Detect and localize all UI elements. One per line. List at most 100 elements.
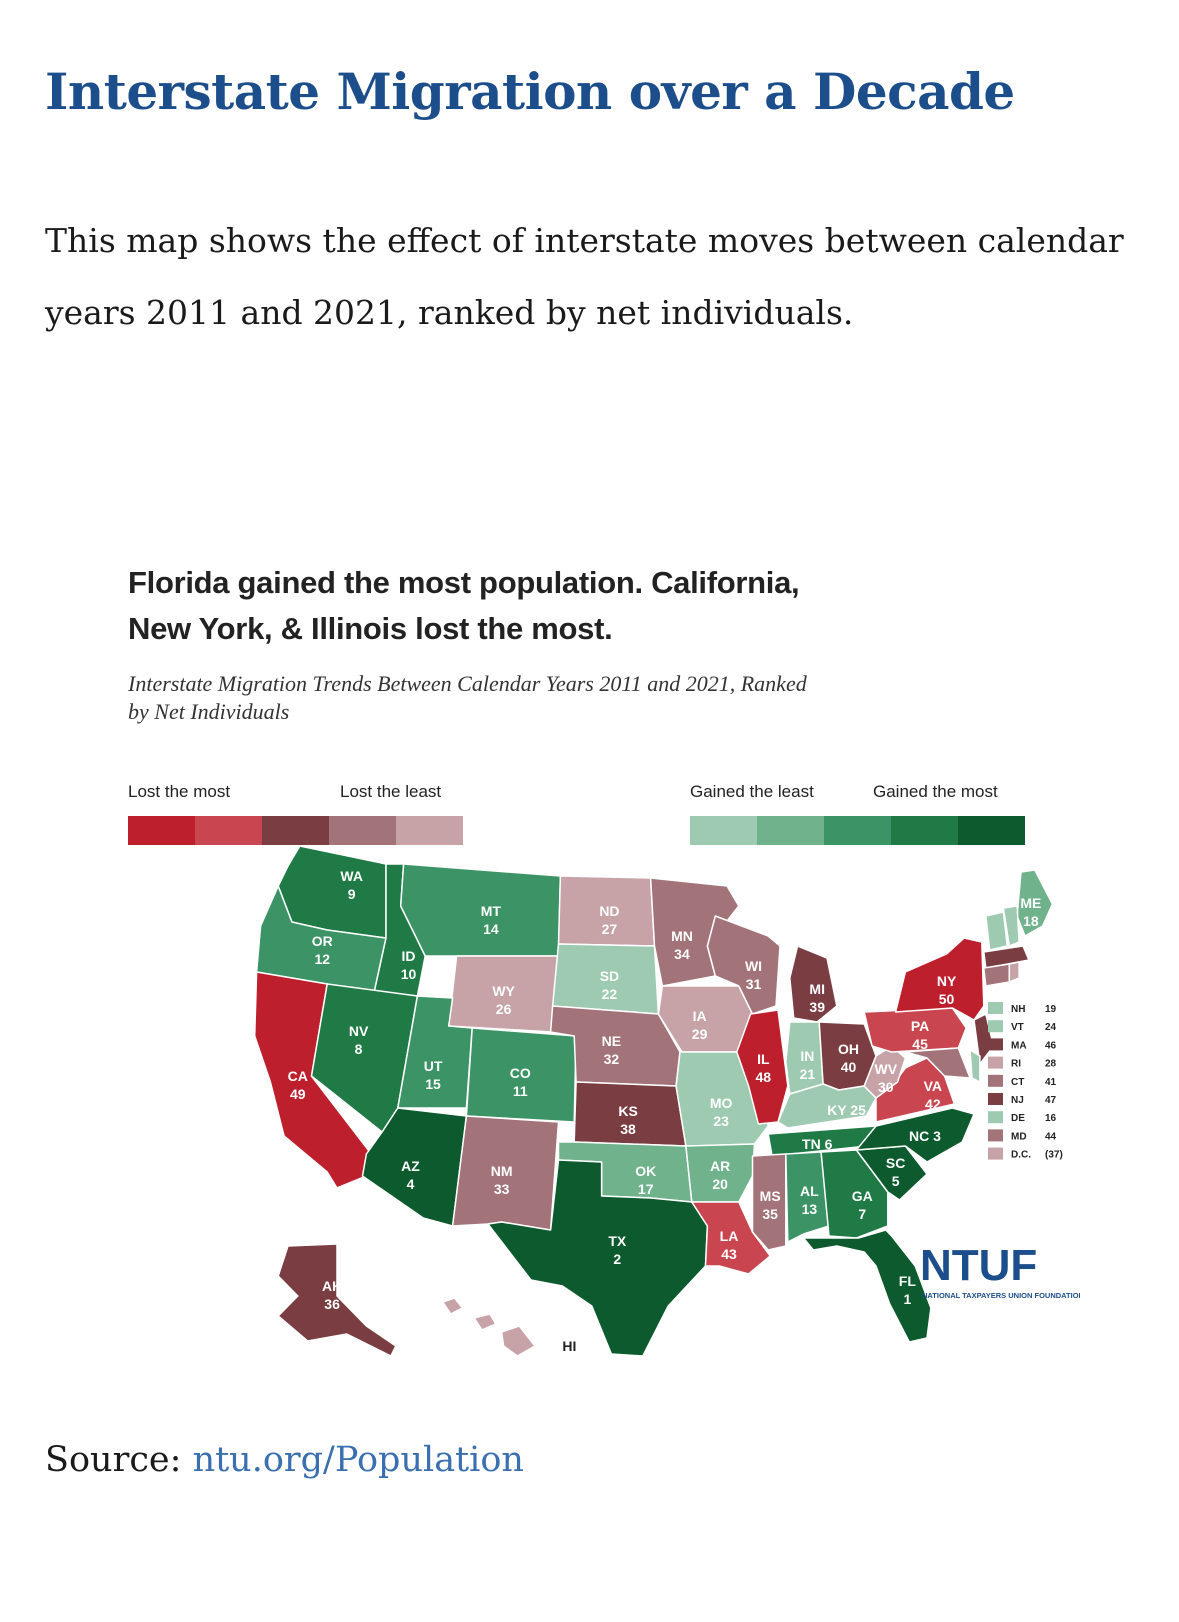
state-md [904,1047,971,1079]
legend-gained-least-label: Gained the least [690,782,814,801]
state-label-sc: SC [886,1155,905,1171]
small-state-abbr-ma: MA [1011,1040,1027,1051]
small-state-rank-nj: 47 [1045,1095,1057,1106]
state-rank-mi: 39 [809,999,825,1015]
state-ri [1008,961,1020,983]
state-rank-ok: 17 [638,1181,654,1197]
small-state-rank-ri: 28 [1045,1059,1057,1070]
small-state-swatch-ct [988,1074,1003,1087]
state-rank-al: 13 [802,1201,818,1217]
legend-swatch-gained-4 [891,816,958,845]
state-rank-fl: 1 [903,1291,911,1307]
source-link[interactable]: ntu.org/Population [192,1440,524,1480]
state-fl [802,1229,932,1343]
ntuf-logo: NTUF NATIONAL TAXPAYERS UNION FOUNDATION [920,1241,1080,1300]
subtitle-line-2: by Net Individuals [128,699,290,724]
legend-swatch-lost-1 [128,816,195,845]
state-rank-ms: 35 [762,1206,778,1222]
small-state-abbr-nh: NH [1011,1004,1025,1015]
state-rank-il: 48 [756,1069,772,1085]
state-label-la: LA [720,1228,739,1244]
state-rank-nm: 33 [494,1181,510,1197]
page-title: Interstate Migration over a Decade [45,62,1015,121]
legend-gained-scale [690,816,1025,845]
small-state-abbr-md: MD [1011,1131,1027,1142]
headline-line-2: New York, & Illinois lost the most. [128,611,613,646]
state-label-ak: AK [322,1278,342,1294]
legend-gained-most-label: Gained the most [873,782,998,801]
state-nh [1002,905,1020,947]
small-state-swatch-vt [988,1020,1003,1033]
small-state-rank-vt: 24 [1045,1022,1057,1033]
small-state-rank-nh: 19 [1045,1004,1057,1015]
state-tx [487,1159,709,1357]
state-rank-me: 18 [1023,913,1039,929]
state-rank-mo: 23 [713,1113,729,1129]
headline-line-1: Florida gained the most population. Cali… [128,565,800,600]
state-label-mt: MT [481,903,502,919]
state-label-ky: KY 25 [827,1102,866,1118]
state-rank-mn: 34 [674,946,690,962]
state-rank-sd: 22 [602,986,618,1002]
state-label-mo: MO [710,1095,733,1111]
legend-lost-least-label: Lost the least [340,782,442,801]
intro-text: This map shows the effect of interstate … [45,221,1124,332]
logo-tagline: NATIONAL TAXPAYERS UNION FOUNDATION [922,1291,1080,1300]
legend-swatch-gained-1 [690,816,757,845]
state-de [969,1049,981,1083]
state-hi-3 [500,1325,536,1357]
state-ma [983,945,1030,969]
state-rank-pa: 45 [912,1036,928,1052]
state-il [736,1009,789,1125]
state-label-oh: OH [838,1041,859,1057]
us-map: WA9OR12CA49ID10NV8MT14WY26UT15CO11AZ4NM3… [253,845,1080,1357]
small-state-abbr-dc.: D.C. [1011,1150,1031,1161]
state-rank-ks: 38 [620,1121,636,1137]
state-rank-ak: 36 [324,1296,340,1312]
state-al [785,1151,830,1243]
state-label-ks: KS [618,1103,637,1119]
state-ny [894,937,985,1021]
state-rank-ia: 29 [692,1026,708,1042]
small-state-rank-ct: 41 [1045,1077,1057,1088]
legend-swatch-lost-2 [195,816,262,845]
legend-lost-scale [128,816,463,845]
small-state-rank-md: 44 [1045,1131,1057,1142]
state-label-wi: WI [745,958,762,974]
state-rank-la: 43 [721,1246,737,1262]
state-rank-nv: 8 [355,1041,363,1057]
state-rank-ut: 15 [425,1076,441,1092]
state-rank-ca: 49 [290,1086,306,1102]
state-rank-ne: 32 [604,1051,620,1067]
state-label-wa: WA [340,868,363,884]
state-rank-oh: 40 [841,1059,857,1075]
state-label-tx: TX [608,1233,627,1249]
state-la [691,1201,771,1275]
state-label-fl: FL [899,1273,917,1289]
state-rank-id: 10 [401,966,417,982]
small-state-rank-ma: 46 [1045,1040,1057,1051]
source-label: Source: [45,1440,182,1480]
figure-headline: Florida gained the most population. Cali… [128,560,800,652]
state-wv [863,1045,907,1099]
state-label-il: IL [757,1051,770,1067]
state-rank-in: 21 [800,1066,816,1082]
state-rank-wv: 30 [878,1079,894,1095]
state-label-id: ID [402,948,416,964]
state-rank-or: 12 [315,951,331,967]
state-label-nm: NM [491,1163,513,1179]
state-label-nv: NV [349,1023,369,1039]
state-label-ms: MS [760,1188,781,1204]
small-state-swatch-de [988,1111,1003,1124]
state-vt [985,911,1009,951]
small-state-abbr-nj: NJ [1011,1095,1024,1106]
state-rank-az: 4 [407,1176,415,1192]
state-label-nc: NC 3 [909,1128,941,1144]
state-rank-ar: 20 [712,1176,728,1192]
migration-map-figure: Florida gained the most population. Cali… [120,560,1080,1410]
small-state-rank-de: 16 [1045,1113,1057,1124]
state-label-co: CO [510,1065,531,1081]
state-label-hi: HI [562,1338,576,1354]
state-label-ny: NY [937,973,957,989]
state-label-wv: WV [875,1061,898,1077]
